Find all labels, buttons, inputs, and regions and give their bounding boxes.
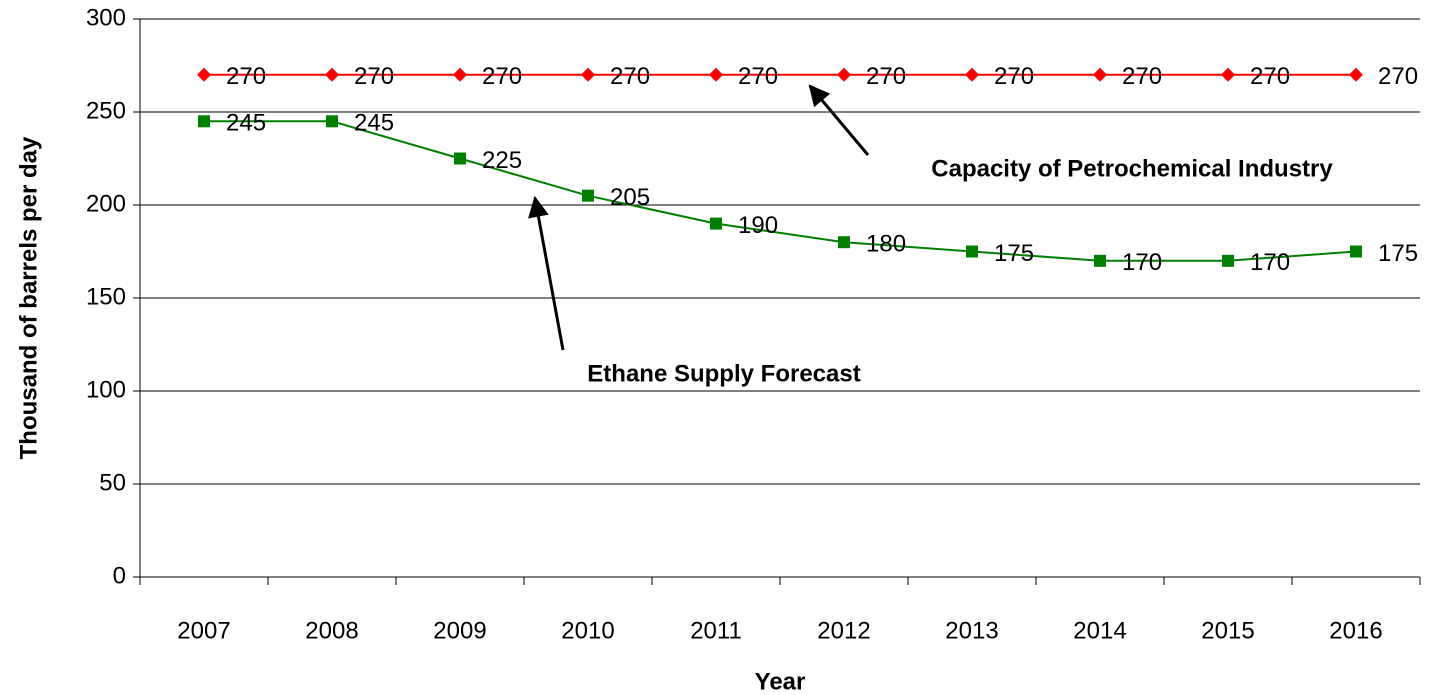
data-label: 270 [1378, 63, 1418, 90]
data-label: 225 [482, 147, 522, 174]
y-tick-label: 300 [86, 4, 126, 31]
marker [1221, 67, 1235, 82]
marker [837, 67, 851, 82]
x-tick-label: 2010 [561, 617, 614, 644]
x-tick-label: 2013 [945, 617, 998, 644]
marker [709, 67, 723, 82]
annotation: Ethane Supply Forecast [587, 360, 860, 387]
marker [710, 217, 722, 230]
annotation-arrow [528, 195, 565, 351]
data-label: 205 [610, 184, 650, 211]
data-label: 270 [610, 63, 650, 90]
y-tick-label: 100 [86, 376, 126, 403]
data-label: 270 [866, 63, 906, 90]
data-label: 270 [354, 63, 394, 90]
x-tick-label: 2008 [305, 617, 358, 644]
x-tick-label: 2012 [817, 617, 870, 644]
annotation-arrow [808, 84, 870, 156]
x-tick-label: 2016 [1329, 617, 1382, 644]
data-label: 270 [482, 63, 522, 90]
marker [965, 67, 979, 82]
marker [197, 67, 211, 82]
y-tick-label: 0 [113, 562, 126, 589]
series-line [204, 120, 1357, 262]
marker [1094, 254, 1106, 267]
data-label: 270 [226, 63, 266, 90]
x-axis-title: Year [755, 668, 806, 695]
y-tick-label: 250 [86, 97, 126, 124]
data-label: 245 [226, 110, 266, 137]
x-tick-label: 2015 [1201, 617, 1254, 644]
x-tick-label: 2014 [1073, 617, 1126, 644]
marker [581, 67, 595, 82]
plot-area: 0 50 100 150 200 250 300 2007 2008 2009 2010 2011 20… [86, 4, 1421, 644]
marker [966, 245, 978, 258]
marker [1222, 254, 1234, 267]
data-label: 170 [1250, 249, 1290, 276]
y-tick-label: 200 [86, 190, 126, 217]
data-label: 175 [1378, 240, 1418, 267]
marker [325, 67, 339, 82]
data-label: 270 [1250, 63, 1290, 90]
marker [326, 115, 338, 128]
data-label: 270 [994, 63, 1034, 90]
marker [453, 67, 467, 82]
annotation: Capacity of Petrochemical Industry [931, 155, 1333, 182]
y-tick-label: 150 [86, 283, 126, 310]
data-label: 245 [354, 110, 394, 137]
data-label: 170 [1122, 249, 1162, 276]
marker [582, 189, 594, 202]
x-tick-label: 2009 [433, 617, 486, 644]
data-label: 190 [738, 212, 778, 239]
marker [1093, 67, 1107, 82]
marker [838, 236, 850, 249]
x-tick-label: 2007 [177, 617, 230, 644]
marker [1349, 67, 1363, 82]
data-label: 175 [994, 240, 1034, 267]
data-label: 270 [1122, 63, 1162, 90]
x-tick-label: 2011 [690, 617, 742, 644]
marker [454, 152, 466, 165]
marker [1350, 245, 1362, 258]
data-label: 180 [866, 231, 906, 258]
y-axis-title: Thousand of barrels per day [15, 136, 42, 459]
marker [198, 115, 210, 128]
data-label: 270 [738, 63, 778, 90]
y-tick-label: 50 [99, 469, 126, 496]
